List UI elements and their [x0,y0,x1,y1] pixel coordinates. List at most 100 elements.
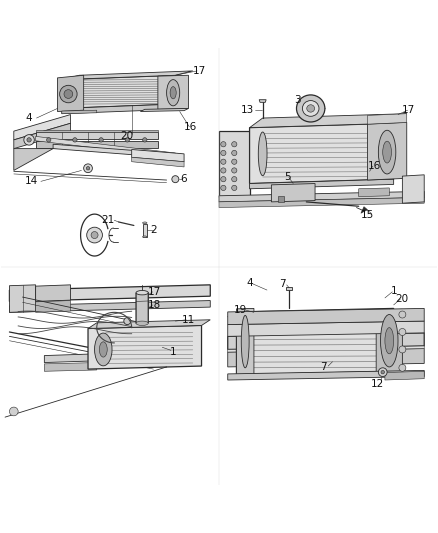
Circle shape [232,168,237,173]
Polygon shape [1,48,215,223]
Text: 1: 1 [170,346,177,357]
Polygon shape [141,108,188,111]
Polygon shape [250,179,394,189]
Text: 17: 17 [148,287,161,297]
Text: 16: 16 [367,161,381,171]
Circle shape [24,135,34,145]
Circle shape [124,318,131,325]
Polygon shape [35,285,71,302]
Circle shape [232,150,237,156]
Polygon shape [35,301,71,312]
Ellipse shape [307,105,314,112]
Polygon shape [132,149,184,161]
Polygon shape [250,114,407,128]
Circle shape [172,176,179,183]
Polygon shape [286,287,292,290]
Circle shape [84,164,92,173]
Text: 1: 1 [390,286,397,295]
Polygon shape [136,293,148,323]
Polygon shape [272,183,315,202]
Polygon shape [385,372,424,380]
Ellipse shape [95,333,112,366]
Ellipse shape [297,95,325,122]
Polygon shape [367,114,407,124]
Ellipse shape [381,314,398,367]
Polygon shape [53,144,166,157]
Ellipse shape [385,328,394,354]
Circle shape [399,346,406,353]
Ellipse shape [143,236,147,238]
Polygon shape [219,131,250,197]
Text: 12: 12 [371,378,384,389]
Polygon shape [259,100,266,102]
Text: 16: 16 [184,122,197,132]
Polygon shape [228,370,424,380]
Text: 2: 2 [150,225,157,235]
Text: 13: 13 [241,105,254,115]
Polygon shape [62,110,97,114]
Circle shape [87,227,102,243]
Ellipse shape [170,87,176,99]
Polygon shape [228,333,424,350]
Polygon shape [376,309,403,372]
Circle shape [399,364,406,372]
Circle shape [221,142,226,147]
Circle shape [232,176,237,182]
Polygon shape [35,136,175,157]
Text: 18: 18 [148,300,161,310]
Polygon shape [14,123,71,149]
Text: 19: 19 [233,305,247,315]
Circle shape [378,368,387,376]
Ellipse shape [143,222,147,224]
Polygon shape [35,141,158,148]
Ellipse shape [136,321,148,326]
Polygon shape [219,266,437,485]
Circle shape [143,138,147,142]
Polygon shape [88,320,210,328]
Polygon shape [228,349,424,367]
Circle shape [99,138,103,142]
Text: 3: 3 [294,95,301,104]
Text: 17: 17 [402,105,416,115]
Polygon shape [62,75,175,108]
Circle shape [125,138,130,142]
Polygon shape [237,309,254,375]
Ellipse shape [241,316,249,368]
Polygon shape [228,346,424,352]
Circle shape [86,166,90,170]
Polygon shape [57,75,84,111]
Polygon shape [10,285,210,302]
Polygon shape [219,48,437,223]
Polygon shape [237,309,394,375]
Polygon shape [62,104,175,114]
Ellipse shape [166,79,180,106]
Text: 7: 7 [321,362,327,372]
Text: 14: 14 [25,176,38,187]
Circle shape [221,150,226,156]
Circle shape [46,138,51,142]
Polygon shape [14,115,71,140]
Text: 21: 21 [101,215,114,225]
Polygon shape [359,188,389,197]
Polygon shape [367,123,407,180]
Circle shape [232,159,237,164]
Text: 4: 4 [246,278,253,288]
Polygon shape [1,214,215,266]
Circle shape [221,185,226,190]
Circle shape [232,185,237,190]
Circle shape [221,159,226,164]
Text: 5: 5 [284,173,291,182]
Polygon shape [143,224,147,237]
Ellipse shape [136,290,148,295]
Circle shape [64,90,73,99]
Ellipse shape [99,342,107,357]
Circle shape [399,328,406,335]
Polygon shape [158,75,188,109]
Polygon shape [1,266,219,485]
Ellipse shape [302,101,319,116]
Polygon shape [132,157,184,167]
Ellipse shape [258,132,267,176]
Text: 20: 20 [395,294,408,304]
Polygon shape [228,321,424,336]
Polygon shape [14,149,53,171]
